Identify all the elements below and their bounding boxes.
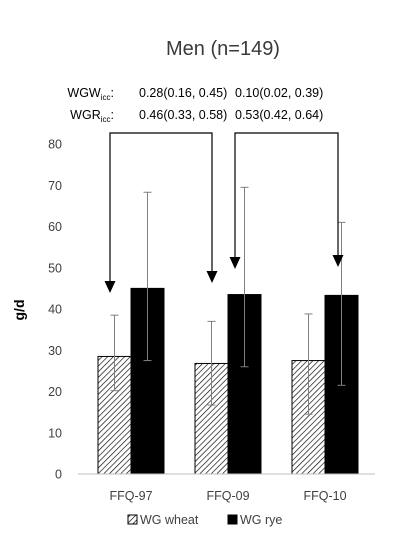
stat-label-wgr: WGRicc: <box>70 108 114 124</box>
bracket-wheat-97-09 <box>109 132 213 281</box>
x-tick-label-ffq-97: FFQ-97 <box>109 489 152 503</box>
bar-wg-rye-ffq-09 <box>227 294 262 475</box>
legend-label-wg-rye: WG rye <box>240 513 282 527</box>
arrowhead-wheat-97 <box>104 281 116 293</box>
y-axis: 0 10 20 30 40 50 60 70 80 <box>48 138 62 482</box>
icc-statistics: WGWicc: 0.28(0.16, 0.45) 0.10(0.02, 0.39) W… <box>67 86 323 124</box>
y-tick-label: 70 <box>48 179 62 193</box>
legend: WG wheat WG rye <box>127 513 282 527</box>
arrowhead-rye-09 <box>229 257 241 269</box>
y-tick-label: 60 <box>48 220 62 234</box>
legend-label-wg-wheat: WG wheat <box>140 513 199 527</box>
legend-swatch-wg-rye <box>227 514 238 525</box>
y-tick-label: 0 <box>55 468 62 482</box>
y-tick-label: 80 <box>48 138 62 152</box>
comparison-arrows <box>104 132 344 293</box>
arrowhead-wheat-09 <box>206 271 218 283</box>
y-tick-label: 10 <box>48 426 62 440</box>
stat-value-wgr-2: 0.53(0.42, 0.64) <box>235 108 323 122</box>
bars <box>97 287 359 475</box>
stat-value-wgw-1: 0.28(0.16, 0.45) <box>139 86 227 100</box>
arrowhead-rye-10 <box>332 255 344 267</box>
y-tick-label: 20 <box>48 385 62 399</box>
error-bars <box>110 186 346 415</box>
y-axis-label: g/d <box>11 300 27 321</box>
legend-swatch-wg-wheat <box>127 514 138 525</box>
x-tick-label-ffq-10: FFQ-10 <box>303 489 346 503</box>
y-tick-label: 50 <box>48 261 62 275</box>
bracket-rye-09-10 <box>234 132 339 257</box>
stat-label-wgw: WGWicc: <box>67 86 114 102</box>
y-tick-label: 40 <box>48 303 62 317</box>
x-axis: FFQ-97 FFQ-09 FFQ-10 <box>78 473 375 503</box>
y-tick-label: 30 <box>48 344 62 358</box>
x-tick-label-ffq-09: FFQ-09 <box>206 489 249 503</box>
chart-title: Men (n=149) <box>166 38 280 60</box>
stat-value-wgw-2: 0.10(0.02, 0.39) <box>235 86 323 100</box>
stat-value-wgr-1: 0.46(0.33, 0.58) <box>139 108 227 122</box>
